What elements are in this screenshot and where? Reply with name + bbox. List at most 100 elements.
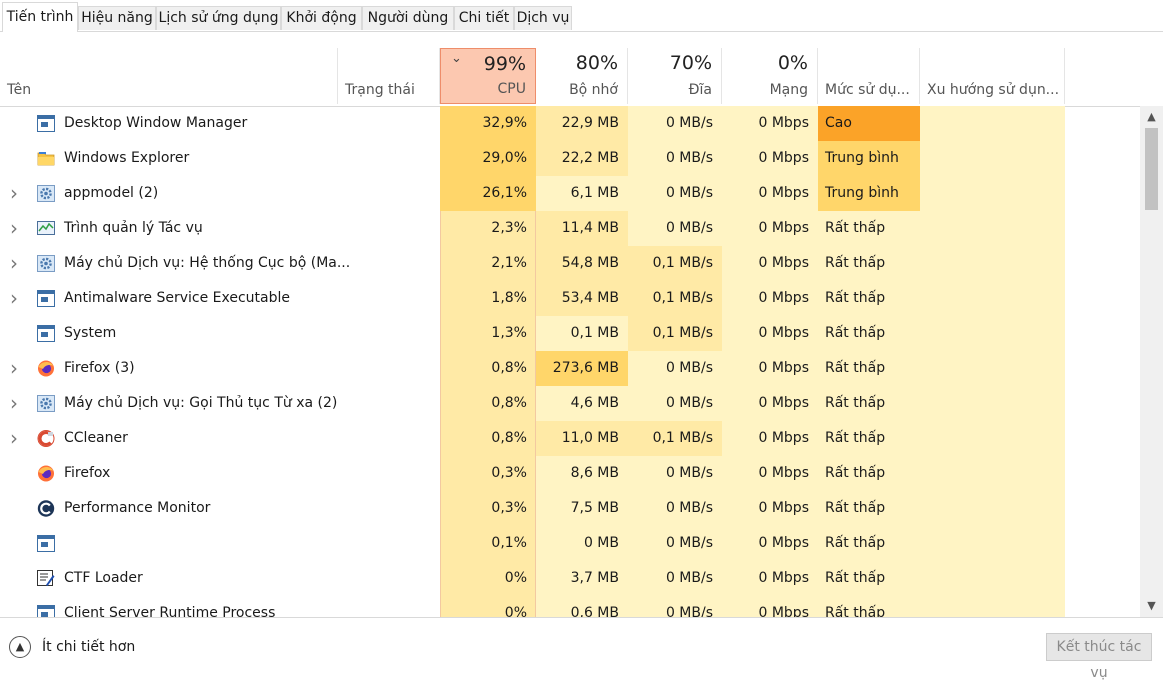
performance-monitor-icon	[37, 500, 55, 517]
network-cell: 0 Mbps	[758, 220, 809, 236]
process-name: Desktop Window Manager	[64, 115, 248, 131]
process-name: Trình quản lý Tác vụ	[64, 220, 203, 236]
process-row[interactable]: Firefox 0,3% 8,6 MB 0 MB/s 0 Mbps Rất thấp	[0, 456, 1140, 491]
column-header-status[interactable]: Trạng thái	[338, 48, 440, 104]
column-header-power-usage[interactable]: Mức sử dụ...	[818, 48, 920, 104]
disk-cell: 0 MB/s	[665, 220, 713, 236]
column-header-network-label: Mạng	[769, 82, 808, 98]
column-header-power-usage-label: Mức sử dụ...	[825, 82, 910, 98]
expand-chevron-right-icon[interactable]: ›	[10, 286, 18, 310]
power-usage-cell: Rất thấp	[825, 430, 886, 446]
process-row[interactable]: CTF Loader 0% 3,7 MB 0 MB/s 0 Mbps Rất thấp	[0, 561, 1140, 596]
expand-chevron-right-icon[interactable]: ›	[10, 251, 18, 275]
process-row[interactable]: › Trình quản lý Tác vụ 2,3% 11,4 MB 0 MB/s 0 …	[0, 211, 1140, 246]
memory-cell: 11,0 MB	[536, 421, 628, 456]
expand-chevron-right-icon[interactable]: ›	[10, 181, 18, 205]
process-row[interactable]: › appmodel (2) 26,1% 6,1 MB 0 MB/s 0 Mbps Trun…	[0, 176, 1140, 211]
process-name: Client Server Runtime Process	[64, 605, 276, 617]
network-cell: 0 Mbps	[758, 325, 809, 341]
memory-cell: 6,1 MB	[570, 185, 619, 201]
tab-services[interactable]: Dịch vụ	[514, 6, 572, 30]
column-header-memory-label: Bộ nhớ	[569, 82, 618, 98]
network-cell: 0 Mbps	[758, 430, 809, 446]
disk-cell: 0 MB/s	[665, 395, 713, 411]
network-total-percent: 0%	[777, 52, 808, 74]
ccleaner-icon	[37, 430, 55, 447]
disk-cell: 0 MB/s	[665, 500, 713, 516]
column-header-power-trend[interactable]: Xu hướng sử dụn...	[920, 48, 1065, 104]
column-header-row: Tên Trạng thái ⌄ 99% CPU 80% Bộ nhớ 70% …	[0, 48, 1163, 107]
tab-app-history[interactable]: Lịch sử ứng dụng	[156, 6, 281, 30]
end-task-button[interactable]: Kết thúc tác vụ	[1046, 633, 1152, 681]
expand-chevron-right-icon[interactable]: ›	[10, 391, 18, 415]
tab-strip: Tiến trình Hiệu năng Lịch sử ứng dụng Kh…	[0, 0, 1163, 32]
process-row[interactable]: 0,1% 0 MB 0 MB/s 0 Mbps Rất thấp	[0, 526, 1140, 561]
tab-startup[interactable]: Khởi động	[281, 6, 362, 30]
process-row[interactable]: › Máy chủ Dịch vụ: Gọi Thủ tục Từ xa (2) 0…	[0, 386, 1140, 421]
vertical-scrollbar[interactable]: ▲ ▼	[1140, 106, 1163, 617]
process-row[interactable]: Client Server Runtime Process 0% 0,6 MB 0 M…	[0, 596, 1140, 617]
disk-cell: 0 MB/s	[665, 605, 713, 617]
process-name: Firefox	[64, 465, 111, 481]
memory-cell: 54,8 MB	[536, 246, 628, 281]
tab-processes[interactable]: Tiến trình	[2, 2, 78, 32]
network-cell: 0 Mbps	[758, 185, 809, 201]
process-row[interactable]: › Firefox (3) 0,8% 273,6 MB 0 MB/s 0 Mbps Rất …	[0, 351, 1140, 386]
column-header-cpu[interactable]: ⌄ 99% CPU	[440, 48, 536, 104]
window-icon	[37, 325, 55, 342]
process-row[interactable]: › Máy chủ Dịch vụ: Hệ thống Cục bộ (Ma...…	[0, 246, 1140, 281]
scroll-thumb[interactable]	[1145, 128, 1158, 210]
column-header-disk-label: Đĩa	[688, 82, 712, 98]
process-name: Windows Explorer	[64, 150, 190, 166]
disk-cell: 0,1 MB/s	[628, 281, 722, 316]
expand-chevron-right-icon[interactable]: ›	[10, 216, 18, 240]
tab-users[interactable]: Người dùng	[362, 6, 454, 30]
footer-bar: ▲ Ít chi tiết hơn Kết thúc tác vụ	[0, 617, 1163, 681]
network-cell: 0 Mbps	[758, 360, 809, 376]
memory-total-percent: 80%	[575, 52, 618, 74]
process-row[interactable]: Desktop Window Manager 32,9% 22,9 MB 0 MB/s…	[0, 106, 1140, 141]
disk-cell: 0,1 MB/s	[628, 316, 722, 351]
disk-cell: 0 MB/s	[665, 360, 713, 376]
network-cell: 0 Mbps	[758, 290, 809, 306]
power-usage-cell: Trung bình	[818, 141, 920, 176]
tab-details[interactable]: Chi tiết	[454, 6, 514, 30]
power-usage-cell: Rất thấp	[825, 255, 886, 271]
network-cell: 0 Mbps	[758, 395, 809, 411]
gear-icon	[37, 185, 55, 202]
expand-chevron-right-icon[interactable]: ›	[10, 356, 18, 380]
process-name: CCleaner	[64, 430, 128, 446]
process-row[interactable]: › CCleaner 0,8% 11,0 MB 0,1 MB/s 0 Mbps Rất th…	[0, 421, 1140, 456]
power-usage-cell: Rất thấp	[825, 290, 886, 306]
scroll-down-arrow-icon[interactable]: ▼	[1147, 599, 1156, 612]
fewer-details-link[interactable]: Ít chi tiết hơn	[42, 639, 136, 655]
column-header-memory[interactable]: 80% Bộ nhớ	[536, 48, 628, 104]
process-row[interactable]: Windows Explorer 29,0% 22,2 MB 0 MB/s 0 Mbps…	[0, 141, 1140, 176]
network-cell: 0 Mbps	[758, 535, 809, 551]
memory-cell: 22,2 MB	[536, 141, 628, 176]
task-manager-icon	[37, 220, 55, 237]
power-usage-cell: Rất thấp	[825, 360, 886, 376]
cpu-cell: 0,8%	[491, 430, 527, 446]
process-row[interactable]: › Antimalware Service Executable 1,8% 53,4 …	[0, 281, 1140, 316]
process-row[interactable]: Performance Monitor 0,3% 7,5 MB 0 MB/s 0 Mbp…	[0, 491, 1140, 526]
power-usage-cell: Cao	[818, 106, 920, 141]
collapse-chevron-up-icon[interactable]: ▲	[9, 636, 31, 658]
column-header-disk[interactable]: 70% Đĩa	[628, 48, 722, 104]
column-header-status-label: Trạng thái	[345, 82, 415, 98]
expand-chevron-right-icon[interactable]: ›	[10, 426, 18, 450]
power-usage-cell: Rất thấp	[825, 535, 886, 551]
window-icon	[37, 535, 55, 552]
power-usage-cell: Rất thấp	[825, 570, 886, 586]
memory-cell: 273,6 MB	[536, 351, 628, 386]
power-usage-cell: Rất thấp	[825, 605, 886, 617]
process-name: Performance Monitor	[64, 500, 211, 516]
network-cell: 0 Mbps	[758, 255, 809, 271]
column-header-cpu-label: CPU	[497, 81, 526, 97]
scroll-up-arrow-icon[interactable]: ▲	[1147, 110, 1156, 123]
process-row[interactable]: System 1,3% 0,1 MB 0,1 MB/s 0 Mbps Rất thấp	[0, 316, 1140, 351]
network-cell: 0 Mbps	[758, 500, 809, 516]
tab-performance[interactable]: Hiệu năng	[78, 6, 156, 30]
column-header-network[interactable]: 0% Mạng	[722, 48, 818, 104]
column-header-name[interactable]: Tên	[0, 48, 338, 104]
